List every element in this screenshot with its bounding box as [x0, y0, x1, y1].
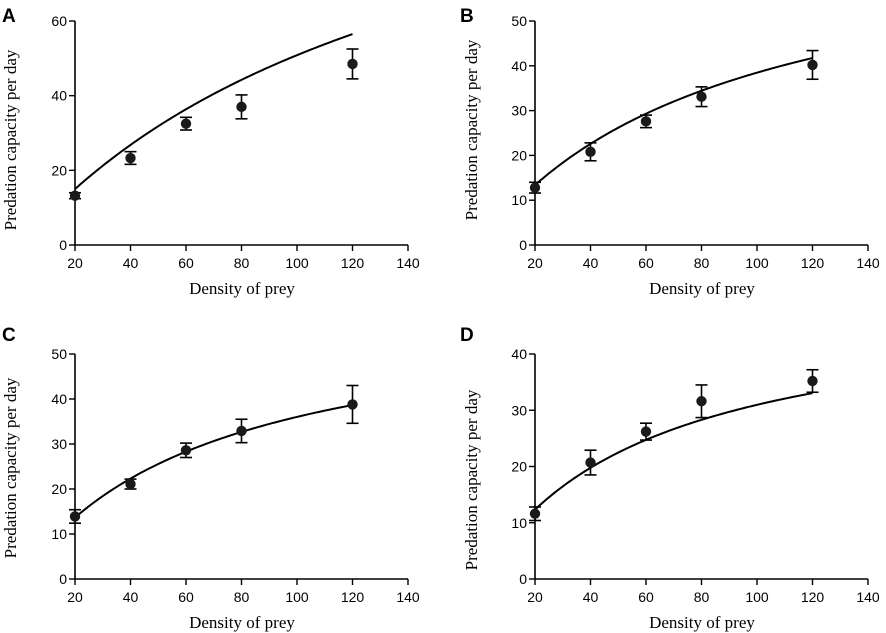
panel-letter: B: [460, 6, 474, 27]
y-tick-label: 50: [511, 13, 527, 29]
y-tick-label: 0: [59, 571, 67, 587]
x-tick-label: 40: [123, 255, 139, 271]
x-tick-label: 120: [341, 589, 365, 605]
x-tick-label: 60: [178, 589, 194, 605]
x-tick-label: 80: [234, 255, 250, 271]
y-tick-label: 30: [511, 103, 527, 119]
x-tick-label: 120: [341, 255, 365, 271]
y-tick-label: 10: [511, 192, 527, 208]
x-tick-label: 60: [638, 589, 654, 605]
y-tick-label: 40: [511, 58, 527, 74]
y-tick-label: 10: [51, 526, 67, 542]
y-tick-label: 20: [511, 147, 527, 163]
x-tick-label: 40: [583, 589, 599, 605]
data-point: [125, 478, 136, 490]
data-point: [69, 511, 81, 522]
panel-letter: D: [460, 325, 474, 346]
y-tick-label: 30: [51, 436, 67, 452]
x-axis-title: Density of prey: [649, 613, 755, 632]
x-tick-label: 140: [856, 589, 880, 605]
x-tick-label: 40: [123, 589, 139, 605]
x-tick-label: 140: [396, 589, 420, 605]
x-tick-label: 100: [745, 255, 769, 271]
data-point: [347, 399, 358, 410]
panel-letter: C: [2, 325, 16, 346]
data-point: [69, 190, 81, 201]
y-axis-title: Predation capacity per day: [462, 389, 481, 570]
y-tick-label: 30: [511, 402, 527, 418]
x-tick-label: 80: [694, 255, 710, 271]
x-axis-title: Density of prey: [189, 279, 295, 298]
x-tick-label: 60: [638, 255, 654, 271]
panel-c: C Predation capacity per day Density of …: [1, 325, 420, 632]
y-axis-title: Predation capacity per day: [1, 49, 20, 230]
fit-curve: [534, 57, 813, 186]
data-point: [585, 146, 596, 158]
x-tick-label: 80: [234, 589, 250, 605]
data-point: [180, 118, 192, 129]
data-point: [236, 101, 247, 113]
x-tick-label: 20: [527, 589, 543, 605]
y-tick-label: 40: [51, 88, 67, 104]
y-tick-label: 60: [51, 13, 67, 29]
data-point: [640, 426, 652, 437]
data-point: [696, 91, 707, 102]
x-tick-label: 20: [67, 589, 83, 605]
x-tick-label: 100: [285, 255, 309, 271]
data-point: [640, 116, 652, 127]
y-tick-label: 20: [51, 162, 67, 178]
y-axis-title: Predation capacity per day: [462, 39, 481, 220]
x-tick-label: 140: [856, 255, 880, 271]
panel-d: D Predation capacity per day Density of …: [460, 325, 880, 632]
data-point: [347, 58, 358, 70]
data-point: [180, 445, 192, 456]
x-tick-label: 20: [67, 255, 83, 271]
x-tick-label: 20: [527, 255, 543, 271]
y-tick-label: 40: [51, 391, 67, 407]
x-tick-label: 100: [745, 589, 769, 605]
y-axis-title: Predation capacity per day: [1, 377, 20, 558]
x-tick-label: 140: [396, 255, 420, 271]
x-tick-label: 80: [694, 589, 710, 605]
data-point: [529, 182, 541, 193]
x-tick-label: 120: [801, 255, 825, 271]
data-point: [807, 59, 818, 71]
y-tick-label: 0: [519, 237, 527, 253]
fit-curve: [74, 33, 353, 190]
fit-curve: [534, 392, 813, 511]
data-point: [529, 508, 541, 519]
panel-letter: A: [2, 6, 16, 27]
y-tick-label: 40: [511, 346, 527, 362]
fit-curve: [74, 404, 353, 519]
y-tick-label: 20: [51, 481, 67, 497]
data-point: [696, 396, 707, 407]
panel-a: A Predation capacity per day Density of …: [1, 6, 420, 298]
y-tick-label: 10: [511, 515, 527, 531]
y-tick-label: 50: [51, 346, 67, 362]
data-point: [807, 375, 818, 387]
x-tick-label: 40: [583, 255, 599, 271]
y-tick-label: 20: [511, 459, 527, 475]
data-point: [125, 152, 136, 164]
x-tick-label: 60: [178, 255, 194, 271]
x-tick-label: 100: [285, 589, 309, 605]
data-point: [236, 425, 247, 437]
y-tick-label: 0: [59, 237, 67, 253]
panel-b: B Predation capacity per day Density of …: [460, 6, 880, 298]
y-tick-label: 0: [519, 571, 527, 587]
x-tick-label: 120: [801, 589, 825, 605]
data-point: [585, 457, 596, 468]
x-axis-title: Density of prey: [649, 279, 755, 298]
x-axis-title: Density of prey: [189, 613, 295, 632]
